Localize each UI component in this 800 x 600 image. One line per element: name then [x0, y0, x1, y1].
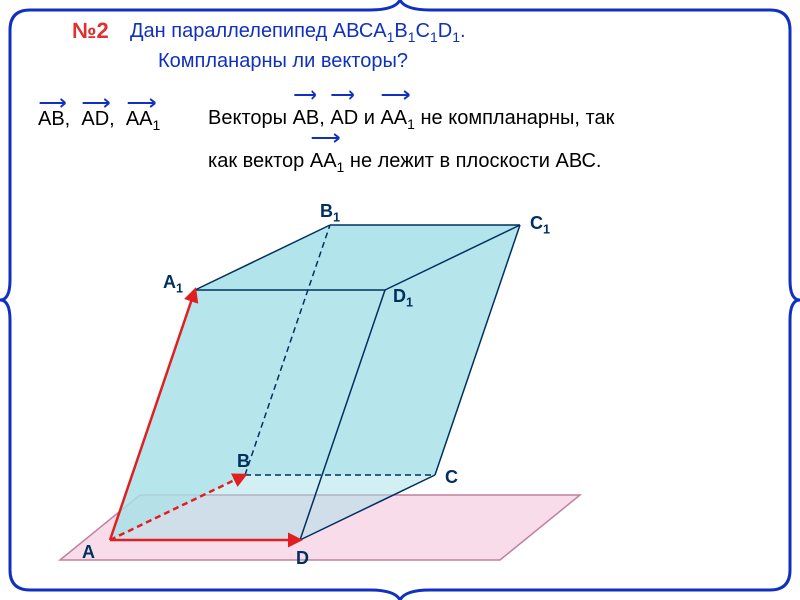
vertex-A1: А1: [163, 272, 183, 296]
slide-frame: №2 Дан параллелепипед АВСA1В1С1D1. Компл…: [0, 0, 800, 600]
slide-content: №2 Дан параллелепипед АВСA1В1С1D1. Компл…: [0, 0, 800, 600]
vertex-B: В: [237, 451, 250, 472]
vertex-D: D: [296, 548, 309, 569]
vertex-B1: В1: [320, 201, 340, 225]
vertex-C1: С1: [530, 213, 550, 237]
vertex-A: А: [82, 542, 95, 563]
vertex-D1: D1: [393, 286, 413, 310]
vertex-C: C: [445, 467, 458, 488]
